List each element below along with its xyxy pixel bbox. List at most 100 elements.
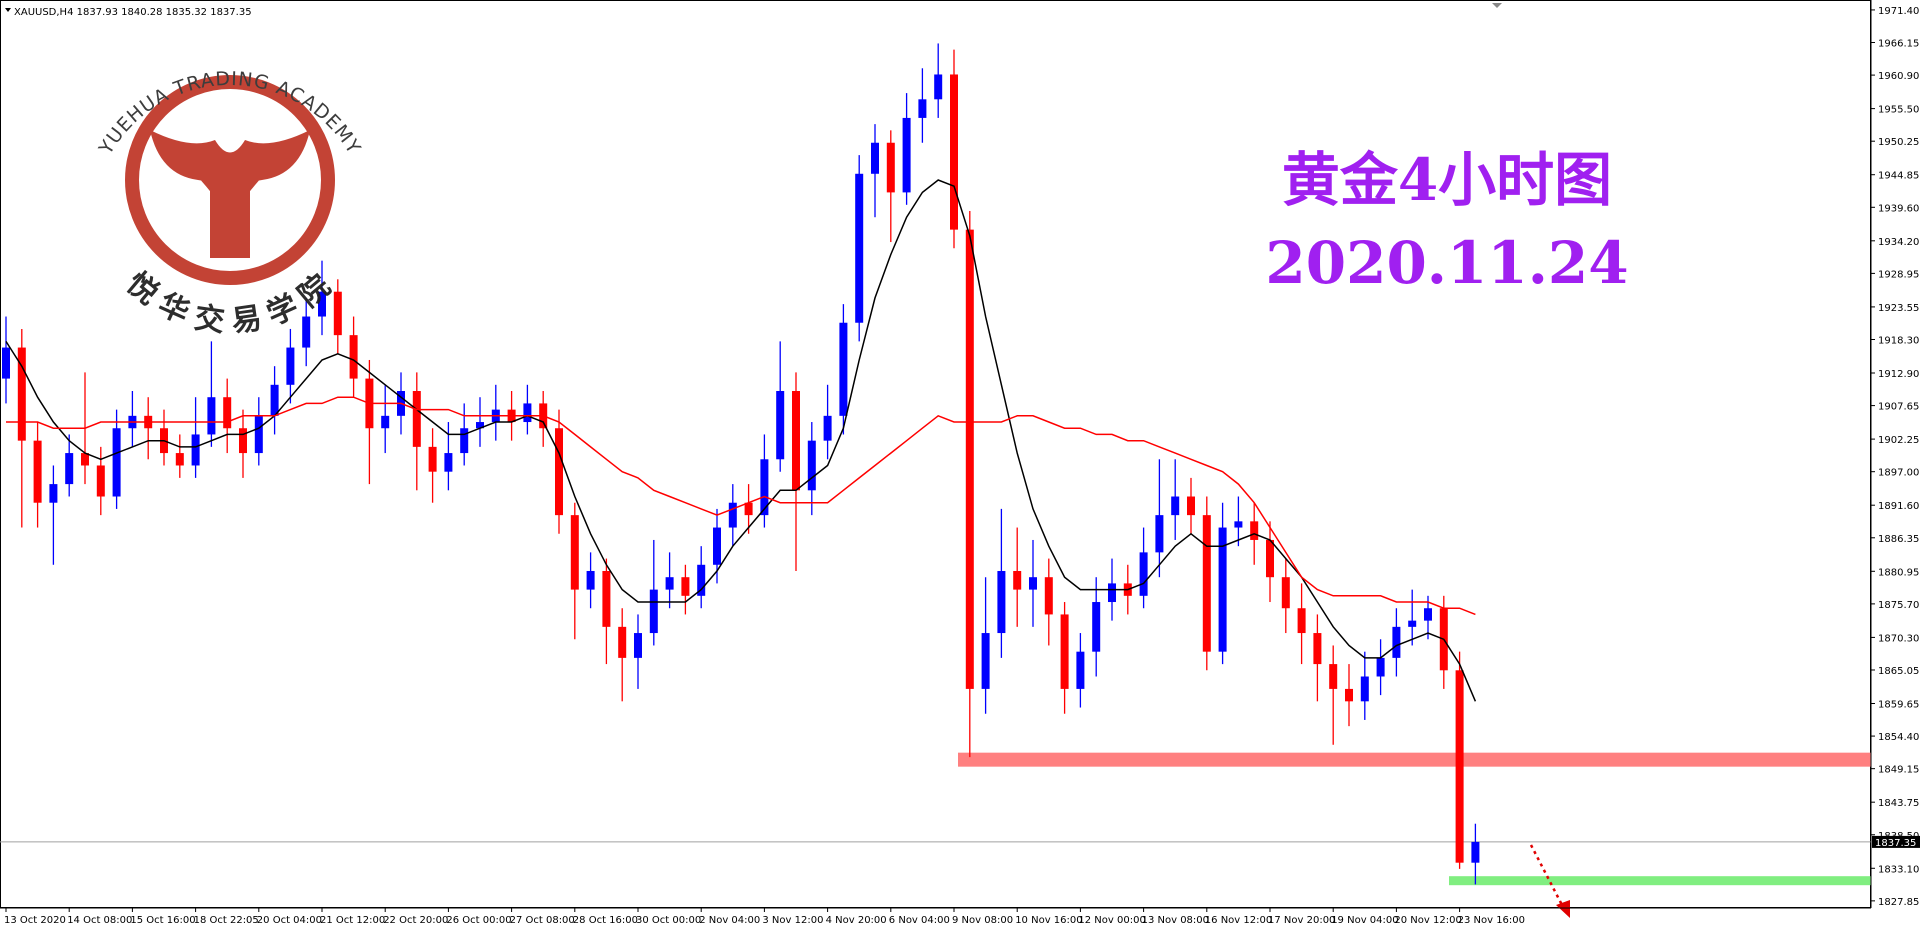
- y-tick-label: 1960.90: [1878, 71, 1919, 82]
- shift-marker: [1492, 3, 1502, 8]
- plot-frame: [0, 0, 1871, 908]
- candle-body: [570, 515, 579, 590]
- candle-body: [1408, 620, 1417, 627]
- candle-body: [1392, 626, 1401, 658]
- candle-body: [412, 391, 421, 447]
- x-tick-label: 30 Oct 00:00: [636, 915, 701, 926]
- candle-body: [1455, 670, 1464, 863]
- candle-body: [1187, 496, 1195, 516]
- logo-ring: [125, 75, 335, 285]
- x-tick-label: 17 Nov 20:00: [1268, 915, 1335, 926]
- candle-body: [981, 633, 990, 689]
- y-tick-label: 1880.95: [1878, 567, 1919, 578]
- candle-body: [207, 397, 216, 435]
- y-tick-label: 1870.30: [1878, 633, 1919, 644]
- y-tick-label: 1971.40: [1878, 6, 1919, 17]
- candle-body: [302, 316, 311, 348]
- y-tick-label: 1955.50: [1878, 105, 1919, 116]
- candle-body: [49, 484, 58, 503]
- candle-body: [1092, 602, 1101, 652]
- candle-body: [460, 428, 469, 454]
- last-price-label: 1837.35: [1875, 838, 1916, 849]
- candle-body: [697, 564, 706, 596]
- candle-body: [965, 229, 974, 689]
- forecast-arrow-head: [1556, 900, 1570, 918]
- plot-marks: [0, 43, 1871, 886]
- moving-average: [6, 396, 1476, 616]
- symbol-info: XAUUSD,H4 1837.93 1840.28 1835.32 1837.3…: [14, 7, 252, 18]
- candle-body: [871, 142, 879, 174]
- candle-body: [760, 459, 769, 516]
- y-tick-label: 1827.85: [1878, 897, 1919, 908]
- candle-body: [618, 626, 627, 658]
- candle-body: [792, 391, 800, 491]
- candle-body: [1155, 515, 1164, 553]
- candle-body: [349, 335, 358, 379]
- x-tick-label: 18 Oct 22:05: [194, 915, 259, 926]
- candle-body: [665, 577, 674, 590]
- candle-body: [333, 291, 342, 336]
- candle-body: [191, 434, 200, 466]
- candle-body: [1139, 552, 1148, 596]
- y-tick-label: 1886.35: [1878, 534, 1919, 545]
- moving-average: [5, 179, 1477, 702]
- candle-body: [950, 74, 958, 230]
- candle-body: [318, 291, 326, 317]
- x-tick-label: 28 Oct 16:00: [573, 915, 638, 926]
- y-tick-label: 1897.00: [1878, 468, 1919, 479]
- candle-body: [1060, 614, 1069, 689]
- candle-body: [112, 428, 121, 497]
- candle-body: [1360, 676, 1369, 702]
- candle-body: [1313, 633, 1322, 665]
- x-tick-label: 10 Nov 16:00: [1015, 915, 1082, 926]
- x-tick-label: 2 Nov 04:00: [699, 915, 760, 926]
- candle-body: [744, 502, 753, 516]
- x-tick-label: 26 Oct 00:00: [446, 915, 511, 926]
- candle-body: [839, 322, 848, 416]
- y-tick-label: 1944.85: [1878, 171, 1919, 182]
- candle-body: [649, 589, 658, 634]
- y-tick-label: 1865.05: [1878, 666, 1919, 677]
- candle-body: [254, 415, 263, 454]
- logo-emblem: [150, 130, 310, 258]
- candle-body: [96, 465, 105, 497]
- y-tick-label: 1923.55: [1878, 303, 1919, 314]
- candle-body: [1376, 657, 1385, 677]
- candle-body: [555, 428, 563, 516]
- candle-body: [523, 403, 532, 423]
- y-tick-label: 1859.65: [1878, 699, 1919, 710]
- x-tick-label: 4 Nov 20:00: [826, 915, 887, 926]
- candle-body: [33, 440, 42, 503]
- y-tick-label: 1912.90: [1878, 369, 1919, 380]
- candle-body: [934, 74, 943, 100]
- candle-body: [807, 440, 816, 491]
- y-tick-label: 1918.30: [1878, 335, 1919, 346]
- candle-body: [1171, 496, 1180, 516]
- candle-body: [1218, 527, 1227, 652]
- last-price-box: [1872, 835, 1920, 848]
- candle-body: [1345, 688, 1353, 702]
- candle-body: [1202, 515, 1211, 652]
- price-zone: [958, 752, 1871, 767]
- candle-body: [586, 570, 595, 590]
- y-tick-label: 1902.25: [1878, 435, 1919, 446]
- candle-body: [2, 347, 10, 379]
- y-tick-label: 1928.95: [1878, 269, 1919, 280]
- x-tick-label: 20 Nov 12:00: [1394, 915, 1461, 926]
- y-tick-label: 1934.20: [1878, 237, 1919, 248]
- y-tick-label: 1833.10: [1878, 864, 1919, 875]
- x-tick-label: 3 Nov 12:00: [762, 915, 823, 926]
- candle-body: [81, 453, 89, 466]
- annotation-title: 黄金4小时图: [1282, 146, 1612, 214]
- candle-body: [855, 173, 864, 323]
- candle-body: [1108, 583, 1116, 603]
- x-tick-label: 15 Oct 16:00: [130, 915, 195, 926]
- candle-body: [713, 527, 721, 565]
- candle-body: [918, 99, 927, 118]
- candle-body: [476, 422, 484, 429]
- candle-body: [1250, 521, 1259, 540]
- x-tick-label: 20 Oct 04:00: [257, 915, 322, 926]
- x-tick-label: 9 Nov 08:00: [952, 915, 1013, 926]
- candle-body: [65, 453, 74, 485]
